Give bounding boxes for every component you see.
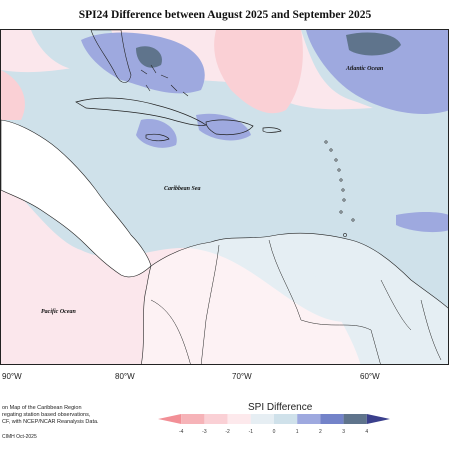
wet-anomaly-strong [306, 30, 448, 115]
label-caribbean-sea: Caribbean Sea [164, 186, 201, 192]
legend-swatch [320, 414, 344, 424]
label-pacific-ocean: Pacific Ocean [41, 309, 76, 315]
legend-tick-label: 0 [273, 429, 276, 435]
legend-tick-label: -2 [225, 429, 230, 435]
wet-anomaly-strong [136, 119, 177, 148]
spi-map: Atlantic Ocean Caribbean Sea Pacific Oce… [0, 29, 449, 365]
legend-title: SPI Difference [248, 402, 313, 413]
lon-label-90w: 90°W [2, 372, 22, 381]
legend-swatch [158, 414, 182, 424]
lon-label-80w: 80°W [115, 372, 135, 381]
legend-swatch [297, 414, 321, 424]
lon-label-60w: 60°W [360, 372, 380, 381]
wet-anomaly-strong [396, 212, 448, 233]
legend-swatch [343, 414, 367, 424]
legend-swatch [366, 414, 390, 424]
lesser-antilles [324, 140, 355, 237]
legend-swatch [274, 414, 298, 424]
central-america-land [1, 119, 152, 278]
legend-tick-label: 2 [319, 429, 322, 435]
credit-line-2: regating station based observations, [2, 412, 91, 418]
legend-tick-label: -1 [249, 429, 254, 435]
map-canvas: Atlantic Ocean Caribbean Sea Pacific Oce… [1, 30, 448, 364]
map-title: SPI24 Difference between August 2025 and… [78, 9, 372, 21]
credit-line-1: on Map of the Caribbean Region [2, 405, 82, 411]
lon-label-70w: 70°W [232, 372, 252, 381]
wet-anomaly-very-strong [136, 46, 162, 68]
legend-tick-label: -3 [202, 429, 207, 435]
dry-anomaly-region [214, 30, 303, 114]
legend-tick-label: -4 [179, 429, 184, 435]
cuba-outline [75, 97, 207, 126]
wet-anomaly-very-strong [346, 32, 401, 56]
legend-swatch [227, 414, 251, 424]
jamaica-outline [145, 133, 170, 142]
bahamas [140, 64, 189, 97]
dry-anomaly-region [1, 70, 25, 120]
legend-swatch [181, 414, 205, 424]
legend-swatch [204, 414, 228, 424]
credit-line-4: CIMH Oct-2025 [2, 434, 37, 440]
legend-colorbar: -4 -3 -2 -1 0 1 2 3 4 [158, 414, 390, 435]
legend-swatch [250, 414, 274, 424]
label-atlantic-ocean: Atlantic Ocean [345, 66, 384, 72]
puerto-rico-outline [262, 127, 282, 133]
credit-line-3: CF, with NCEP/NCAR Reanalysis Data. [2, 419, 99, 425]
wet-anomaly-region [301, 250, 448, 364]
legend-tick-label: 3 [342, 429, 345, 435]
wet-anomaly-region [1, 63, 448, 323]
country-borders [150, 239, 442, 364]
legend-tick-label: 4 [365, 429, 368, 435]
hispaniola-outline [205, 119, 254, 136]
florida-outline [90, 30, 132, 83]
legend-tick-label: 1 [296, 429, 299, 435]
